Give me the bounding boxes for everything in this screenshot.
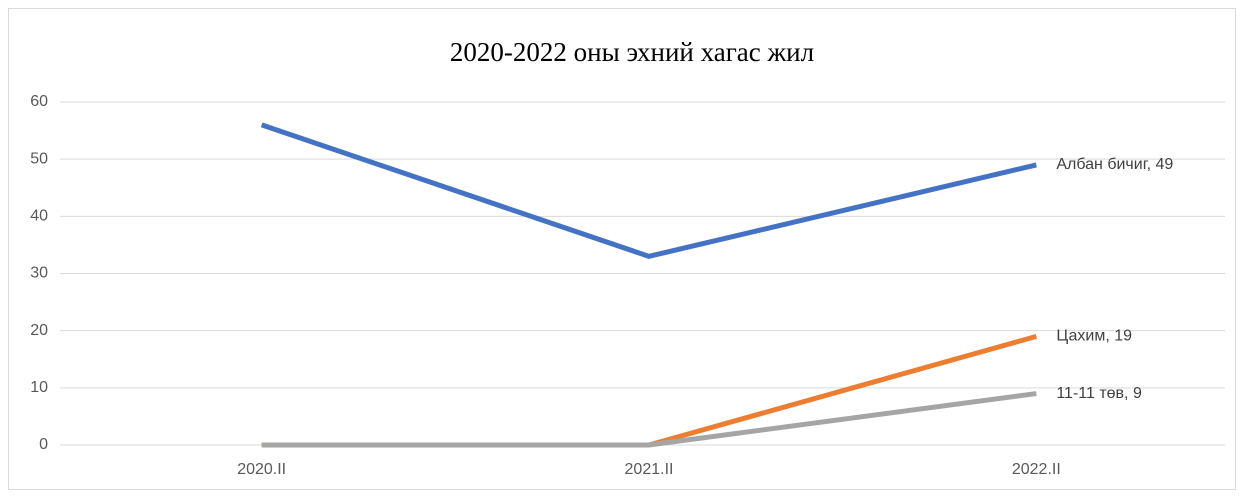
- chart-title: 2020-2022 оны эхний хагас жил: [450, 37, 814, 67]
- y-tick-label: 40: [30, 208, 48, 225]
- x-tick-label: 2020.II: [237, 461, 286, 478]
- data-label: 11-11 төв, 9: [1056, 385, 1142, 402]
- y-tick-label: 20: [30, 322, 48, 339]
- y-tick-label: 30: [30, 265, 48, 282]
- y-tick-label: 10: [30, 379, 48, 396]
- series-line: [260, 122, 1037, 259]
- y-tick-label: 60: [30, 93, 48, 110]
- series-line: [261, 391, 1037, 448]
- y-tick-label: 0: [39, 436, 48, 453]
- data-label: Цахим, 19: [1056, 328, 1132, 345]
- y-tick-label: 50: [30, 150, 48, 167]
- data-label: Албан бичиг, 49: [1056, 156, 1173, 173]
- x-tick-label: 2022.II: [1012, 461, 1061, 478]
- x-tick-label: 2021.II: [625, 461, 674, 478]
